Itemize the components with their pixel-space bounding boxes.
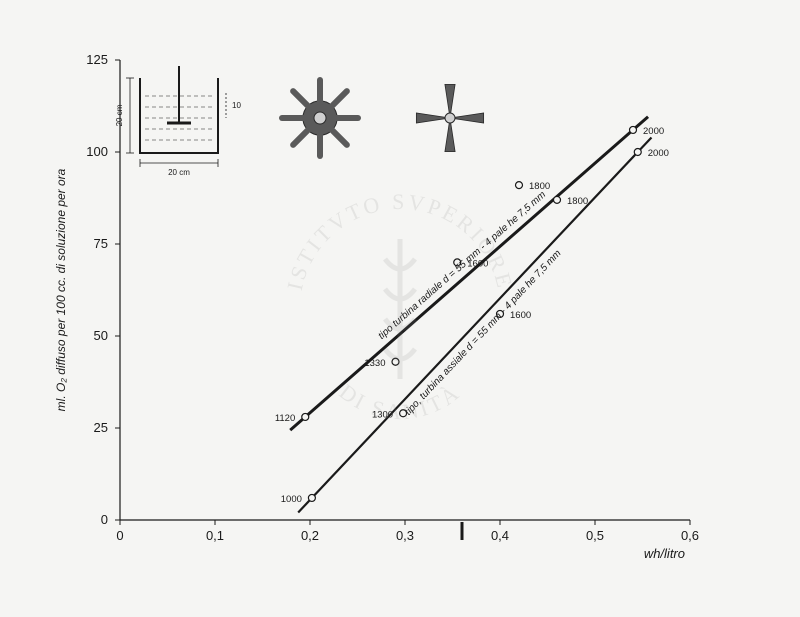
series-line-assiale (298, 137, 651, 512)
x-tick-label: 0,1 (206, 528, 224, 543)
svg-text:20 cm: 20 cm (168, 168, 190, 177)
y-tick-label: 100 (86, 144, 108, 159)
y-axis-label: ml. O₂ diffuso per 100 cc. di soluzione … (54, 168, 68, 411)
y-tick-label: 0 (101, 512, 108, 527)
x-tick-label: 0,5 (586, 528, 604, 543)
data-point (634, 149, 641, 156)
svg-text:20 cm: 20 cm (115, 104, 124, 126)
axial-impeller-icon (416, 84, 483, 151)
y-tick-label: 75 (94, 236, 108, 251)
data-point (516, 182, 523, 189)
x-tick-label: 0 (116, 528, 123, 543)
vessel-diagram: 20 cm 20 cm 10 (115, 66, 241, 177)
point-label: 2000 (648, 148, 669, 159)
data-point (630, 126, 637, 133)
point-label: 1600 (510, 310, 531, 321)
x-tick-label: 0,4 (491, 528, 509, 543)
data-point (302, 413, 309, 420)
point-label: 1000 (281, 494, 302, 505)
point-label: 1300 (372, 409, 393, 420)
data-point (308, 494, 315, 501)
y-tick-label: 25 (94, 420, 108, 435)
y-tick-label: 125 (86, 52, 108, 67)
x-tick-label: 0,3 (396, 528, 414, 543)
point-label: 1120 (275, 413, 295, 424)
point-label: 2000 (643, 126, 664, 137)
x-tick-label: 0,2 (301, 528, 319, 543)
series-annotation-assiale: tipo, turbina assiale d = 55 mm - 4 pale… (403, 248, 564, 418)
data-point (392, 358, 399, 365)
data-point (554, 196, 561, 203)
point-label: 1330 (364, 358, 385, 369)
series-line-radiale (290, 117, 648, 430)
radial-impeller-icon (282, 80, 358, 156)
chart-svg: 0 25 50 75 100 125 0 0,1 0,2 0,3 0,4 0,5 0,6 wh/litro… (0, 0, 800, 617)
x-tick-label: 0,6 (681, 528, 699, 543)
point-label: 1800 (567, 196, 588, 207)
svg-text:10: 10 (232, 101, 241, 110)
y-tick-label: 50 (94, 328, 108, 343)
x-axis-label: wh/litro (644, 546, 685, 561)
